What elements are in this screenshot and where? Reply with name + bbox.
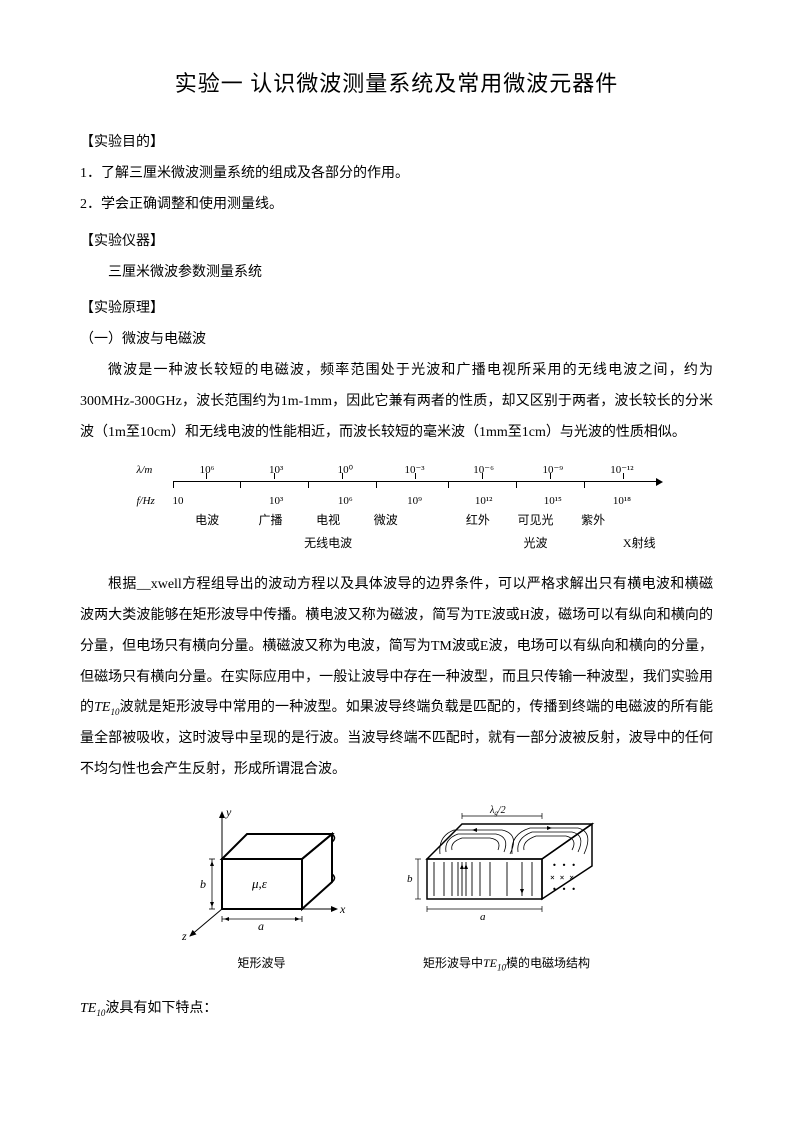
dim-a-label: a <box>258 919 264 933</box>
figure-field-structure: • • • × × × • • • λg/2 a b 矩形波导中TE10模的电磁… <box>392 804 622 978</box>
purpose-item-2: 2．学会正确调整和使用测量线。 <box>80 190 713 221</box>
te10-symbol: TE10 <box>94 700 119 715</box>
dim-a-label-2: a <box>480 911 486 923</box>
band-label <box>242 530 300 556</box>
spectrum-bands-bottom: 无线电波 光波 X射线 <box>173 530 657 556</box>
purpose-item-1: 1．了解三厘米微波测量系统的组成及各部分的作用。 <box>80 159 713 190</box>
em-spectrum-diagram: λ/m 10⁶ 10³ 10⁰ 10⁻³ 10⁻⁶ 10⁻⁹ 10⁻¹² f/H… <box>137 458 657 556</box>
figure-waveguide: y x z a b <box>172 804 352 978</box>
svg-text:× × ×: × × × <box>550 873 574 882</box>
z-axis-label: z <box>181 929 187 943</box>
band-label: 无线电波 <box>299 530 357 556</box>
band-label <box>564 530 622 556</box>
spectrum-frequency-row: f/Hz 10 10³ 10⁶ 10⁹ 10¹² 10¹⁵ 10¹⁸ <box>137 489 657 505</box>
paragraph-1: 微波是一种波长较短的电磁波，频率范围处于光波和广播电视所采用的无线电波之间，约为… <box>80 356 713 448</box>
waveguide-svg: y x z a b <box>172 804 352 944</box>
fig1-caption: 矩形波导 <box>172 950 352 976</box>
page-title: 实验一 认识微波测量系统及常用微波元器件 <box>80 60 713 108</box>
principle-heading: 【实验原理】 <box>80 294 713 325</box>
svg-text:• • •: • • • <box>552 861 576 870</box>
fig2-caption-b: 模的电磁场结构 <box>506 956 590 970</box>
spectrum-wavelength-row: λ/m 10⁶ 10³ 10⁰ 10⁻³ 10⁻⁶ 10⁻⁹ 10⁻¹² <box>137 458 657 474</box>
para2-text-a: 根据__xwell方程组导出的波动方程以及具体波导的边界条件，可以严格求解出只有… <box>80 577 713 715</box>
svg-text:• • •: • • • <box>552 885 576 894</box>
spectrum-tick-marks-bottom <box>173 483 657 489</box>
fig2-caption-a: 矩形波导中 <box>423 956 483 970</box>
dim-b-label-2: b <box>407 873 413 885</box>
paragraph-2: 根据__xwell方程组导出的波动方程以及具体波导的边界条件，可以严格求解出只有… <box>80 570 713 786</box>
band-label <box>415 530 450 556</box>
band-label <box>449 530 507 556</box>
final-line-text: 波具有如下特点： <box>105 1001 217 1016</box>
frequency-label: f/Hz <box>137 489 173 513</box>
spectrum-tick-marks <box>173 474 657 480</box>
x-axis-label: x <box>339 902 346 916</box>
para2-text-b: 波就是矩形波导中常用的一种波型。如果波导终端负载是匹配的，传播到终端的电磁波的所… <box>80 700 713 777</box>
apparatus-heading: 【实验仪器】 <box>80 227 713 258</box>
mu-eps-label: μ,ε <box>251 876 268 891</box>
fig2-caption: 矩形波导中TE10模的电磁场结构 <box>392 950 622 978</box>
y-axis-label: y <box>225 805 232 819</box>
apparatus-body: 三厘米微波参数测量系统 <box>80 258 713 289</box>
subsection-1-heading: （一）微波与电磁波 <box>80 325 713 356</box>
band-label: 光波 <box>507 530 565 556</box>
field-structure-svg: • • • × × × • • • λg/2 a b <box>392 804 622 944</box>
band-label <box>357 530 415 556</box>
lambda-label: λ/m <box>137 458 173 482</box>
band-label <box>173 530 242 556</box>
te10-symbol-final: TE10 <box>80 1001 105 1016</box>
figure-row: y x z a b <box>80 804 713 978</box>
purpose-heading: 【实验目的】 <box>80 128 713 159</box>
band-label: X射线 <box>622 530 657 556</box>
lambda-g-label: λg/2 <box>489 805 506 817</box>
te10-symbol-caption: TE10 <box>483 956 506 970</box>
dim-b-label: b <box>200 877 206 891</box>
final-line: TE10波具有如下特点： <box>80 994 713 1025</box>
